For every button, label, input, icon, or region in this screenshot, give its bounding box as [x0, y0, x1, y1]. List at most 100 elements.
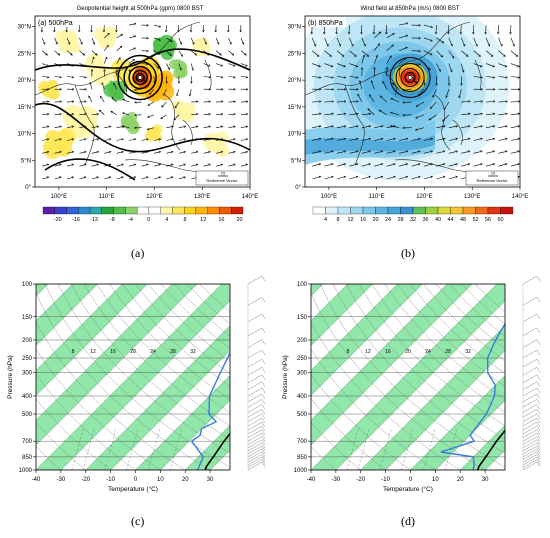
- wind-vector: [216, 151, 223, 154]
- colorbar-swatch: [207, 206, 220, 215]
- wind-vector-head: [347, 31, 351, 35]
- wind-vector-head: [430, 175, 433, 179]
- wind-barb: [522, 436, 538, 445]
- wind-vector-head: [331, 175, 334, 179]
- wind-vector-head: [355, 163, 359, 166]
- wind-vector-head: [96, 138, 99, 141]
- wind-barb: [247, 456, 263, 466]
- wind-vector-head: [480, 88, 483, 91]
- wind-vector: [448, 37, 453, 47]
- wind-vector-head: [59, 150, 62, 154]
- wind-vector-head: [505, 125, 508, 128]
- wind-vector-head: [343, 88, 347, 91]
- anomaly-blob: [99, 70, 108, 79]
- anomaly-blob: [173, 60, 188, 74]
- wind-vector: [312, 101, 322, 103]
- wind-vector-head: [88, 95, 91, 99]
- caption-a: (a): [131, 246, 145, 260]
- wind-vector: [361, 37, 366, 47]
- wind-vector-head: [133, 35, 137, 38]
- wind-vector: [312, 163, 321, 167]
- reference-vector-box: [465, 170, 519, 186]
- wind-vector: [312, 63, 321, 67]
- wind-vector: [485, 63, 495, 67]
- wind-vector-head: [391, 44, 394, 47]
- anomaly-blob: [133, 122, 139, 128]
- wind-vector-head: [206, 53, 210, 56]
- wind-barb: [522, 454, 538, 463]
- wind-vector-head: [98, 109, 102, 113]
- wind-vector-head: [500, 43, 503, 47]
- wind-vector-head: [484, 31, 488, 35]
- skewt-plot-area: 8 12 16 20 24 28 32: [36, 284, 230, 470]
- wind-vector-head: [405, 163, 408, 166]
- height-contour: [132, 69, 148, 86]
- wind-barb-flag: [536, 313, 541, 320]
- wind-vector-head: [90, 29, 93, 33]
- colorbar-swatch: [375, 206, 389, 215]
- wind-vector-head: [356, 125, 359, 128]
- wind-vector: [374, 138, 384, 141]
- wind-vector-head: [468, 100, 471, 103]
- isotherm-line: [360, 325, 505, 470]
- wind-vector: [228, 37, 232, 45]
- wind-vector: [390, 112, 400, 116]
- wind-vector: [79, 164, 87, 167]
- wind-vector-head: [71, 100, 75, 103]
- wind-vector-head: [343, 125, 347, 128]
- wind-vector-head: [318, 150, 322, 153]
- temperature-tick-label: -40: [32, 477, 41, 483]
- wind-vector: [473, 125, 483, 128]
- dewpoint-profile: [190, 350, 230, 470]
- wind-vector: [361, 176, 371, 180]
- wind-vector-head: [89, 82, 92, 85]
- wind-vector: [336, 113, 346, 116]
- wind-vector: [216, 101, 224, 103]
- wind-vector-head: [450, 43, 453, 47]
- wind-vector-head: [354, 54, 357, 57]
- wind-vector: [203, 50, 210, 56]
- wind-vector: [510, 76, 520, 78]
- wind-vector-head: [480, 137, 483, 141]
- wind-barb-flag: [261, 436, 266, 442]
- lat-tick-label: 5°N: [291, 158, 301, 164]
- colorbar-label: -8: [110, 217, 115, 223]
- wind-barb-flag: [536, 339, 541, 345]
- wind-barb: [247, 448, 263, 458]
- wind-barb-flag: [536, 404, 541, 410]
- wind-vector: [461, 163, 471, 167]
- wind-vector: [415, 114, 425, 119]
- wind-vector: [228, 151, 236, 154]
- mixing-ratio-label: 16: [110, 349, 116, 355]
- wind-vector-head: [245, 112, 249, 116]
- wind-vector-head: [338, 43, 341, 47]
- wind-vector-head: [245, 150, 248, 154]
- lat-tick-label: 5°N: [21, 158, 31, 164]
- wind-barb-flag: [261, 448, 266, 455]
- wind-vector: [116, 57, 121, 64]
- wind-vector: [336, 76, 346, 78]
- colorbar-label: 0: [147, 217, 150, 223]
- isotherm-line: [510, 284, 550, 470]
- wind-vector: [178, 126, 186, 128]
- height-contour: [44, 158, 136, 181]
- wind-vector: [79, 113, 87, 116]
- wind-vector: [402, 101, 412, 103]
- wind-vector: [461, 125, 471, 128]
- wind-vector-head: [59, 125, 62, 129]
- wind-vector-head: [356, 76, 359, 79]
- colorbar-label: 16: [218, 217, 224, 223]
- wind-barb-flag: [261, 381, 266, 387]
- wind-vector-head: [170, 150, 174, 154]
- wind-vector: [178, 138, 186, 141]
- wind-vector: [203, 63, 211, 67]
- wind-vector-head: [405, 150, 409, 153]
- pressure-tick-label: 500: [297, 412, 308, 418]
- temperature-tick-label: 30: [482, 477, 489, 483]
- wind-vector: [486, 138, 495, 141]
- colorbar-swatch: [219, 206, 232, 215]
- coastline: [204, 59, 212, 91]
- wind-vector-head: [393, 137, 396, 141]
- wind-vector-head: [71, 150, 74, 154]
- wind-vector: [147, 114, 155, 118]
